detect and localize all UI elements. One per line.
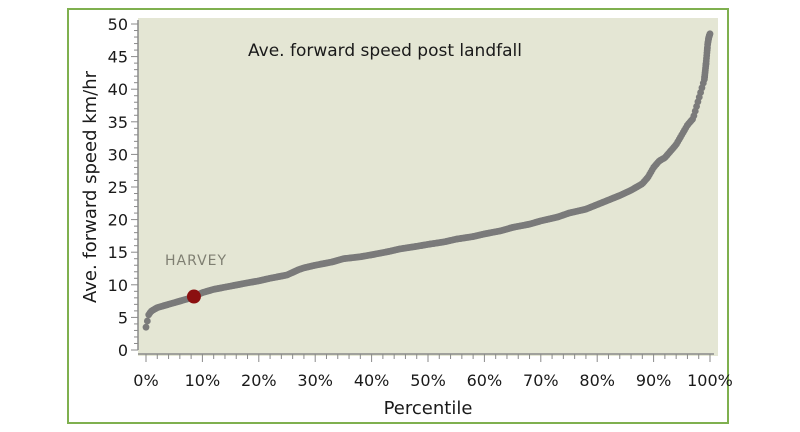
y-tick-label: 35: [108, 113, 128, 132]
x-axis-title: Percentile: [384, 398, 473, 419]
y-tick-label: 45: [108, 48, 128, 67]
x-tick-label: 30%: [297, 371, 333, 390]
y-axis-title: Ave. forward speed km/hr: [80, 70, 101, 303]
y-tick-label: 0: [118, 341, 128, 360]
chart-title: Ave. forward speed post landfall: [248, 41, 522, 61]
x-tick-label: 20%: [241, 371, 277, 390]
y-tick-label: 10: [108, 276, 128, 295]
y-tick-label: 30: [108, 145, 128, 164]
x-tick-label: 70%: [523, 371, 559, 390]
y-tick-label: 50: [108, 15, 128, 34]
y-tick-label: 5: [118, 308, 128, 327]
data-point: [706, 31, 714, 38]
y-axis: 0 5 10 15 20 25 30 35 40 45 50: [108, 15, 139, 360]
x-tick-label: 40%: [354, 371, 390, 390]
data-point: [142, 323, 150, 331]
y-tick-label: 25: [108, 178, 128, 197]
x-tick-label: 90%: [636, 371, 672, 390]
x-tick-label: 60%: [467, 371, 503, 390]
x-tick-label: 100%: [687, 371, 733, 390]
x-axis: 0% 10% 20% 30% 40% 50% 60% 70% 80% 90% 100%: [133, 353, 733, 390]
x-tick-label: 0%: [133, 371, 158, 390]
harvey-label: HARVEY: [165, 253, 227, 269]
plot-area: [138, 18, 718, 356]
x-tick-label: 50%: [410, 371, 446, 390]
x-tick-label: 10%: [185, 371, 221, 390]
y-tick-label: 20: [108, 211, 128, 230]
data-point: [143, 317, 151, 325]
x-tick-label: 80%: [579, 371, 615, 390]
y-tick-label: 15: [108, 243, 128, 262]
y-tick-label: 40: [108, 80, 128, 99]
harvey-point: [186, 289, 201, 304]
